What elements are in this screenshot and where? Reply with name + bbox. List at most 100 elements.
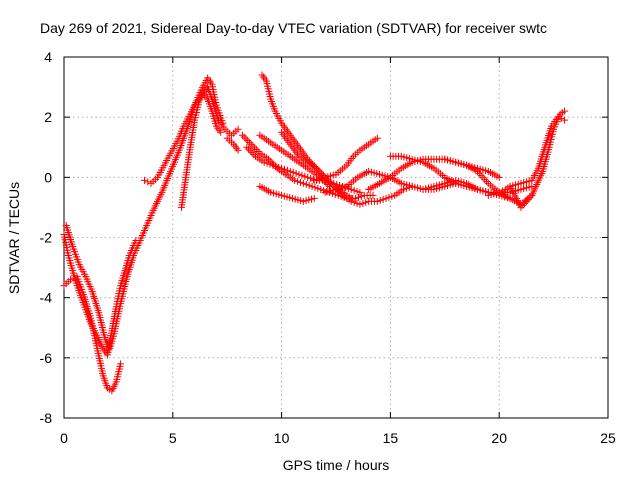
data-point (252, 146, 260, 154)
data-point (318, 170, 326, 178)
data-point (132, 237, 140, 245)
y-tick-label: -4 (40, 290, 53, 306)
data-point (353, 187, 361, 195)
data-point (281, 165, 289, 173)
y-tick-label: 2 (44, 109, 52, 125)
data-point (560, 116, 568, 124)
data-point (326, 179, 334, 187)
data-point (328, 181, 336, 189)
data-point (317, 185, 325, 193)
data-point (144, 178, 152, 186)
data-point (278, 164, 286, 172)
data-point (234, 125, 242, 133)
y-axis-label: SDTVAR / TECUs (6, 182, 22, 294)
data-point (67, 276, 75, 284)
x-tick-label: 5 (169, 430, 177, 446)
data-point (350, 186, 358, 194)
data-point (269, 161, 277, 169)
data-point (265, 155, 273, 163)
data-point (356, 188, 364, 196)
data-point (373, 134, 381, 142)
data-point (299, 179, 307, 187)
data-point (554, 113, 562, 121)
data-point (141, 176, 149, 184)
data-point (304, 173, 312, 181)
data-point (376, 196, 384, 204)
data-point (316, 168, 324, 176)
data-point (244, 137, 252, 145)
data-point (289, 168, 297, 176)
data-point (246, 147, 254, 155)
series-track-9 (256, 131, 333, 190)
y-tick-label: -6 (40, 350, 53, 366)
data-point (117, 360, 125, 368)
data-point (312, 164, 320, 172)
data-point (247, 140, 255, 148)
x-axis-label: GPS time / hours (283, 457, 390, 473)
data-point (298, 171, 306, 179)
data-point (308, 182, 316, 190)
data-point (260, 158, 268, 166)
data-point (254, 147, 262, 155)
data-point (243, 143, 251, 151)
data-point (388, 192, 396, 200)
data-point (314, 166, 322, 174)
data-point (362, 198, 370, 206)
series-track-5 (178, 89, 225, 211)
data-point (385, 193, 393, 201)
series-track-11 (278, 128, 416, 208)
data-point (245, 138, 253, 146)
data-point (399, 185, 407, 193)
data-point (311, 183, 319, 191)
grid-lines (64, 57, 608, 418)
data-point (307, 174, 315, 182)
data-point (373, 197, 381, 205)
data-point (495, 173, 503, 181)
x-tick-label: 0 (60, 430, 68, 446)
data-point (347, 197, 355, 205)
series-track-13 (310, 134, 381, 184)
y-tick-label: -2 (40, 230, 53, 246)
tick-labels: 0 5 10 15 20 25 -8 -6 -4 -2 0 2 4 (40, 49, 616, 446)
series-track-3 (60, 230, 140, 359)
data-point (560, 107, 568, 115)
data-point (310, 194, 318, 202)
data-point (291, 176, 299, 184)
data-point (294, 177, 302, 185)
data-point (325, 177, 333, 185)
data-point (242, 135, 250, 143)
data-point (495, 188, 503, 196)
data-point (498, 187, 506, 195)
data-point (369, 191, 377, 199)
data-point (292, 169, 300, 177)
data-point (263, 159, 271, 167)
chart-title: Day 269 of 2021, Sidereal Day-to-day VTE… (40, 20, 547, 36)
data-point (286, 167, 294, 175)
data-point (314, 184, 322, 192)
data-point (354, 193, 362, 201)
data-point (356, 200, 364, 208)
data-point (238, 131, 246, 139)
data-point (283, 166, 291, 174)
data-point (245, 145, 253, 153)
data-series (60, 71, 568, 395)
data-point (272, 162, 280, 170)
data-point (347, 185, 355, 193)
x-tick-label: 15 (383, 430, 399, 446)
y-tick-label: 4 (44, 49, 52, 65)
data-point (350, 198, 358, 206)
data-point (557, 115, 565, 123)
data-point (301, 172, 309, 180)
series-track-20 (506, 113, 568, 190)
data-point (251, 144, 259, 152)
data-point (234, 146, 242, 154)
data-point (240, 133, 248, 141)
y-tick-label: 0 (44, 169, 52, 185)
data-point (357, 192, 365, 200)
data-point (248, 149, 256, 157)
x-tick-label: 20 (491, 430, 507, 446)
data-point (382, 194, 390, 202)
data-point (249, 142, 257, 150)
data-point (305, 181, 313, 189)
